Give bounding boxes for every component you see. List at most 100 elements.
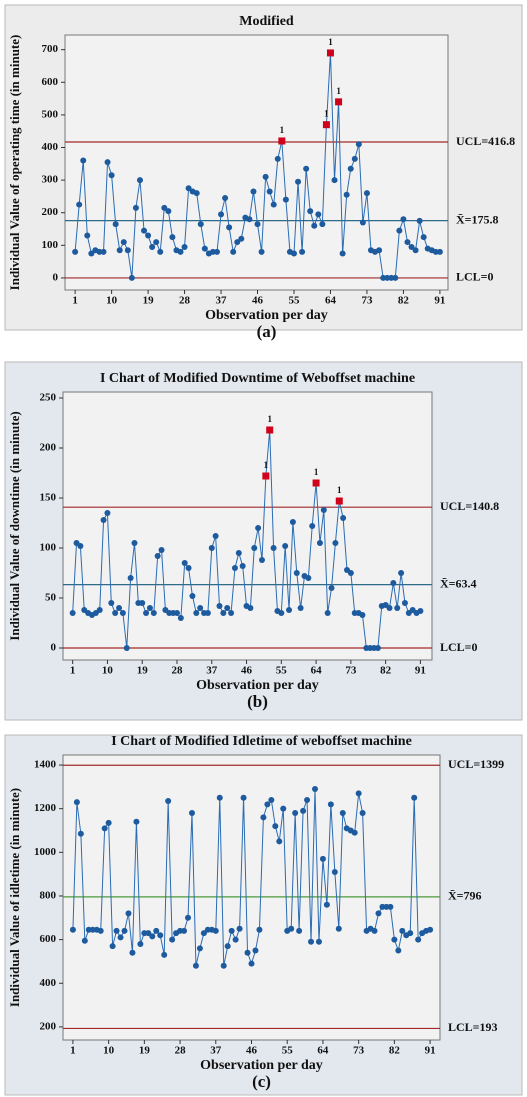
data-point	[104, 510, 111, 516]
y-tick-label: 200	[40, 442, 57, 454]
data-point	[218, 211, 225, 218]
data-point	[391, 936, 398, 943]
data-point	[244, 949, 251, 956]
data-point	[192, 962, 199, 969]
control-line-label: UCL=416.8	[456, 134, 515, 148]
data-point	[323, 901, 330, 908]
data-point	[216, 603, 223, 609]
flag-label: 1	[314, 467, 319, 477]
data-point	[320, 507, 327, 513]
data-point	[123, 645, 130, 651]
data-point	[371, 927, 378, 934]
data-point	[113, 927, 120, 934]
data-point	[387, 903, 394, 910]
data-point	[412, 247, 419, 254]
data-point	[351, 155, 358, 162]
flagged-point	[322, 121, 330, 129]
x-tick-label: 64	[325, 295, 337, 307]
x-tick-label: 1	[70, 665, 76, 677]
data-point	[119, 610, 126, 616]
data-point	[270, 201, 277, 208]
data-point	[197, 605, 204, 611]
data-point	[236, 925, 243, 932]
data-point	[248, 960, 255, 967]
x-tick-label: 55	[288, 295, 300, 307]
data-point	[212, 927, 219, 934]
data-point	[208, 545, 215, 551]
data-point	[84, 232, 91, 239]
y-tick-label: 600	[40, 933, 57, 945]
x-tick-label: 19	[139, 1045, 151, 1057]
chart-title: Modified	[239, 14, 294, 29]
data-point	[108, 600, 115, 606]
flagged-point	[278, 137, 286, 145]
data-point	[239, 563, 246, 569]
y-axis-label: Individual Value of operating time (in m…	[7, 35, 22, 291]
data-point	[351, 829, 358, 836]
data-point	[121, 927, 128, 934]
data-point	[375, 910, 382, 917]
control-line-label: X̄=796	[448, 889, 482, 903]
data-point	[315, 211, 322, 218]
data-point	[181, 243, 188, 250]
data-point	[404, 239, 411, 246]
y-tick-label: 50	[45, 592, 57, 604]
data-point	[189, 593, 196, 599]
data-point	[169, 234, 176, 241]
x-tick-label: 10	[103, 1045, 115, 1057]
data-point	[116, 247, 123, 254]
data-point	[400, 216, 407, 223]
data-point	[307, 208, 314, 215]
x-tick-label: 28	[175, 1045, 187, 1057]
data-point	[212, 533, 219, 539]
data-point	[359, 810, 366, 817]
data-point	[339, 810, 346, 817]
control-line-label: X̄=175.8	[456, 212, 499, 226]
data-point	[128, 274, 135, 281]
x-tick-label: 37	[210, 1045, 222, 1057]
y-tick-label: 200	[42, 206, 59, 218]
data-point	[104, 159, 111, 166]
data-point	[420, 234, 427, 241]
data-point	[204, 610, 211, 616]
data-point	[266, 188, 273, 195]
data-point	[141, 227, 148, 234]
data-point	[150, 610, 157, 616]
control-line-label: UCL=140.8	[440, 499, 499, 513]
y-tick-label: 700	[42, 43, 59, 55]
data-point	[185, 565, 192, 571]
data-point	[363, 190, 370, 197]
x-tick-label: 91	[434, 295, 445, 307]
data-point	[228, 610, 235, 616]
data-point	[319, 855, 326, 862]
data-point	[131, 540, 138, 546]
flagged-point	[266, 426, 274, 434]
x-tick-label: 37	[216, 295, 228, 307]
data-point	[359, 219, 366, 226]
data-point	[201, 245, 208, 252]
x-tick-label: 82	[389, 1045, 401, 1057]
flag-label: 1	[267, 414, 272, 424]
data-point	[416, 217, 423, 224]
flag-label: 1	[336, 86, 341, 96]
flag-label: 1	[328, 37, 333, 47]
y-tick-label: 250	[40, 392, 57, 404]
data-point	[77, 543, 84, 549]
data-point	[216, 794, 223, 801]
y-axis-label: Individual Value of downtime (in minute)	[7, 411, 22, 640]
data-point	[288, 925, 295, 932]
data-point	[181, 927, 188, 934]
data-point	[303, 165, 310, 172]
control-line-label: LCL=0	[440, 640, 478, 654]
data-point	[145, 232, 152, 239]
x-tick-label: 91	[415, 665, 426, 677]
data-point	[97, 927, 104, 934]
data-point	[332, 540, 339, 546]
flag-label: 1	[264, 460, 269, 470]
control-line-label: UCL=1399	[448, 757, 504, 771]
y-tick-label: 150	[40, 492, 57, 504]
data-point	[311, 786, 318, 793]
data-point	[157, 932, 164, 939]
data-point	[264, 801, 271, 808]
